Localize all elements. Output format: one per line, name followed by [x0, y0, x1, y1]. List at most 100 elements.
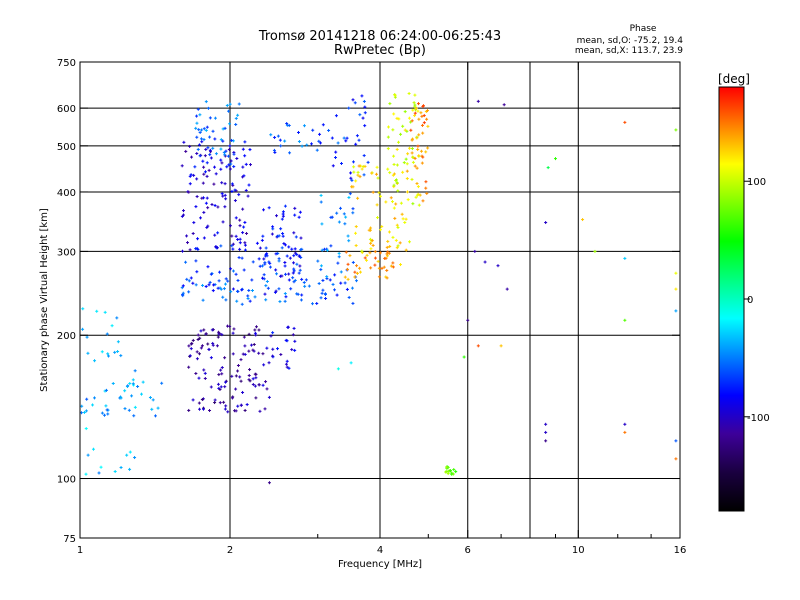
data-point	[553, 157, 557, 161]
legend-line-o: mean, sd,O: -75.2, 19.4	[577, 36, 684, 46]
data-point	[228, 324, 232, 328]
data-point	[247, 288, 251, 292]
data-point	[369, 266, 373, 270]
data-point	[261, 352, 265, 356]
data-point	[544, 430, 548, 434]
data-point	[156, 406, 160, 410]
data-point	[373, 250, 377, 254]
data-point	[84, 427, 88, 431]
data-point	[387, 251, 391, 255]
data-point	[104, 404, 108, 408]
data-point	[261, 264, 265, 268]
data-point	[123, 389, 127, 393]
data-point	[99, 465, 103, 469]
chart-subtitle: RwPretec (Bp)	[334, 43, 426, 58]
data-point	[240, 287, 244, 291]
data-point	[393, 93, 397, 97]
data-point	[211, 129, 215, 133]
data-point	[221, 220, 225, 224]
data-point	[405, 129, 409, 133]
data-point	[208, 153, 212, 157]
data-point	[452, 468, 456, 472]
data-point	[375, 165, 379, 169]
data-point	[196, 247, 200, 251]
data-point	[212, 283, 216, 287]
data-point	[365, 253, 369, 257]
data-point	[419, 111, 423, 115]
data-point	[232, 152, 236, 156]
data-point	[352, 170, 356, 174]
data-point	[195, 135, 199, 139]
data-point	[297, 215, 301, 219]
data-point	[235, 156, 239, 160]
data-point	[303, 284, 307, 288]
data-point	[293, 247, 297, 251]
data-point	[97, 471, 101, 475]
data-point	[236, 278, 240, 282]
data-point	[356, 170, 360, 174]
data-point	[445, 465, 449, 469]
y-tick-label: 200	[57, 331, 76, 342]
data-point	[160, 381, 164, 385]
data-point	[281, 212, 285, 216]
data-point	[385, 245, 389, 249]
data-point	[211, 289, 215, 293]
data-point	[376, 176, 380, 180]
data-point	[421, 199, 425, 203]
data-point	[274, 289, 278, 293]
data-point	[219, 287, 223, 291]
data-point	[339, 161, 343, 165]
data-point	[214, 152, 218, 156]
data-point	[426, 109, 430, 113]
data-point	[231, 139, 235, 143]
data-point	[384, 256, 388, 260]
data-point	[210, 328, 214, 332]
data-point	[331, 282, 335, 286]
data-point	[347, 106, 351, 110]
data-point	[205, 125, 209, 129]
data-point	[198, 130, 202, 134]
data-point	[325, 247, 329, 251]
data-point	[182, 140, 186, 144]
data-point	[289, 287, 293, 291]
data-point	[198, 154, 202, 158]
data-point	[351, 301, 355, 305]
data-point	[283, 299, 287, 303]
data-point	[201, 159, 205, 163]
data-point	[394, 202, 398, 206]
data-point	[210, 203, 214, 207]
data-point	[336, 141, 340, 145]
data-point	[623, 422, 627, 426]
data-point	[318, 132, 322, 136]
data-point	[185, 277, 189, 281]
data-point	[199, 216, 203, 220]
data-point	[264, 246, 268, 250]
data-point	[331, 164, 335, 168]
data-point	[392, 162, 396, 166]
data-point	[263, 261, 267, 265]
data-point	[197, 128, 201, 132]
data-point	[234, 122, 238, 126]
data-point	[389, 264, 393, 268]
data-point	[298, 210, 302, 214]
data-point	[194, 126, 198, 130]
data-point	[414, 108, 418, 112]
data-point	[148, 396, 152, 400]
data-point	[243, 241, 247, 245]
data-point	[201, 181, 205, 185]
data-point	[334, 114, 338, 118]
data-point	[325, 277, 329, 281]
legend-line-x: mean, sd,X: 113.7, 23.9	[575, 46, 683, 56]
data-point	[180, 286, 184, 290]
data-point	[127, 408, 131, 412]
data-point	[355, 134, 359, 138]
data-point	[293, 213, 297, 217]
data-point	[218, 401, 222, 405]
data-point	[228, 144, 232, 148]
data-point	[343, 281, 347, 285]
data-point	[251, 377, 255, 381]
data-point	[265, 387, 269, 391]
data-point	[210, 272, 214, 276]
data-point	[241, 165, 245, 169]
data-point	[322, 247, 326, 251]
